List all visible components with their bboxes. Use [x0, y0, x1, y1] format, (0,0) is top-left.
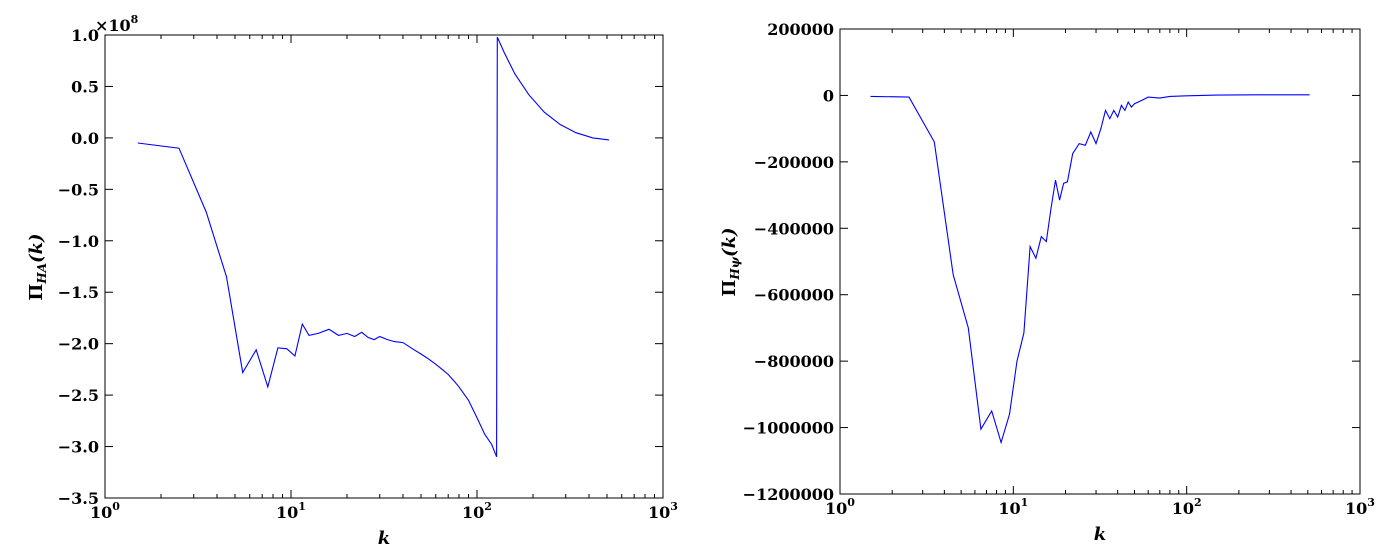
y-tick-label: −1000000	[743, 419, 834, 438]
chart-pi-ha: 100 101 102 103 −3.5 −3.0 −2.5 −2.0 −1.5 −1.0 −0.5…	[26, 13, 678, 549]
series-line	[137, 36, 609, 458]
x-tick-label: 101	[998, 496, 1028, 518]
x-tick-label: 102	[462, 500, 492, 522]
y-tick-label: 0.5	[71, 77, 99, 96]
y-tick-label: −800000	[754, 352, 834, 371]
y-tick-label: −1.0	[58, 232, 99, 251]
y-tick-label: 200000	[767, 20, 834, 39]
y-tick-label: −600000	[754, 286, 834, 305]
y-tick-label: −200000	[754, 153, 834, 172]
plot-frame	[839, 28, 1361, 495]
x-axis-label: k	[1094, 524, 1106, 545]
y-tick-label: −3.5	[58, 489, 99, 508]
y-tick-label: 1.0	[71, 26, 99, 45]
y-multiplier-label: ×108	[95, 13, 139, 35]
x-tick-label: 101	[276, 500, 306, 522]
y-tick-label: −2.5	[58, 386, 99, 405]
plot-frame	[104, 34, 664, 499]
y-tick-label: −1200000	[743, 485, 834, 504]
x-tick-label: 103	[648, 500, 678, 522]
y-axis-label: ΠHA(k)	[26, 233, 49, 300]
y-tick-label: 0.0	[71, 129, 99, 148]
x-tick-label: 100	[825, 496, 855, 518]
x-axis-label: k	[378, 528, 390, 549]
x-tick-label: 103	[1345, 496, 1375, 518]
series-line	[870, 94, 1310, 445]
chart-pi-hpsi: 100 101 102 103 −1200000 −1000000 −800000 −6000…	[719, 20, 1375, 545]
y-tick-label: −2.0	[58, 335, 99, 354]
y-tick-label: −1.5	[58, 283, 99, 302]
y-tick-label: −3.0	[58, 438, 99, 457]
x-tick-label: 102	[1172, 496, 1202, 518]
y-tick-label: −400000	[754, 219, 834, 238]
y-tick-label: −0.5	[58, 180, 99, 199]
x-tick-label: 100	[90, 500, 120, 522]
y-axis-label: ΠHψ(k)	[719, 227, 742, 296]
y-tick-label: 0	[823, 86, 834, 105]
